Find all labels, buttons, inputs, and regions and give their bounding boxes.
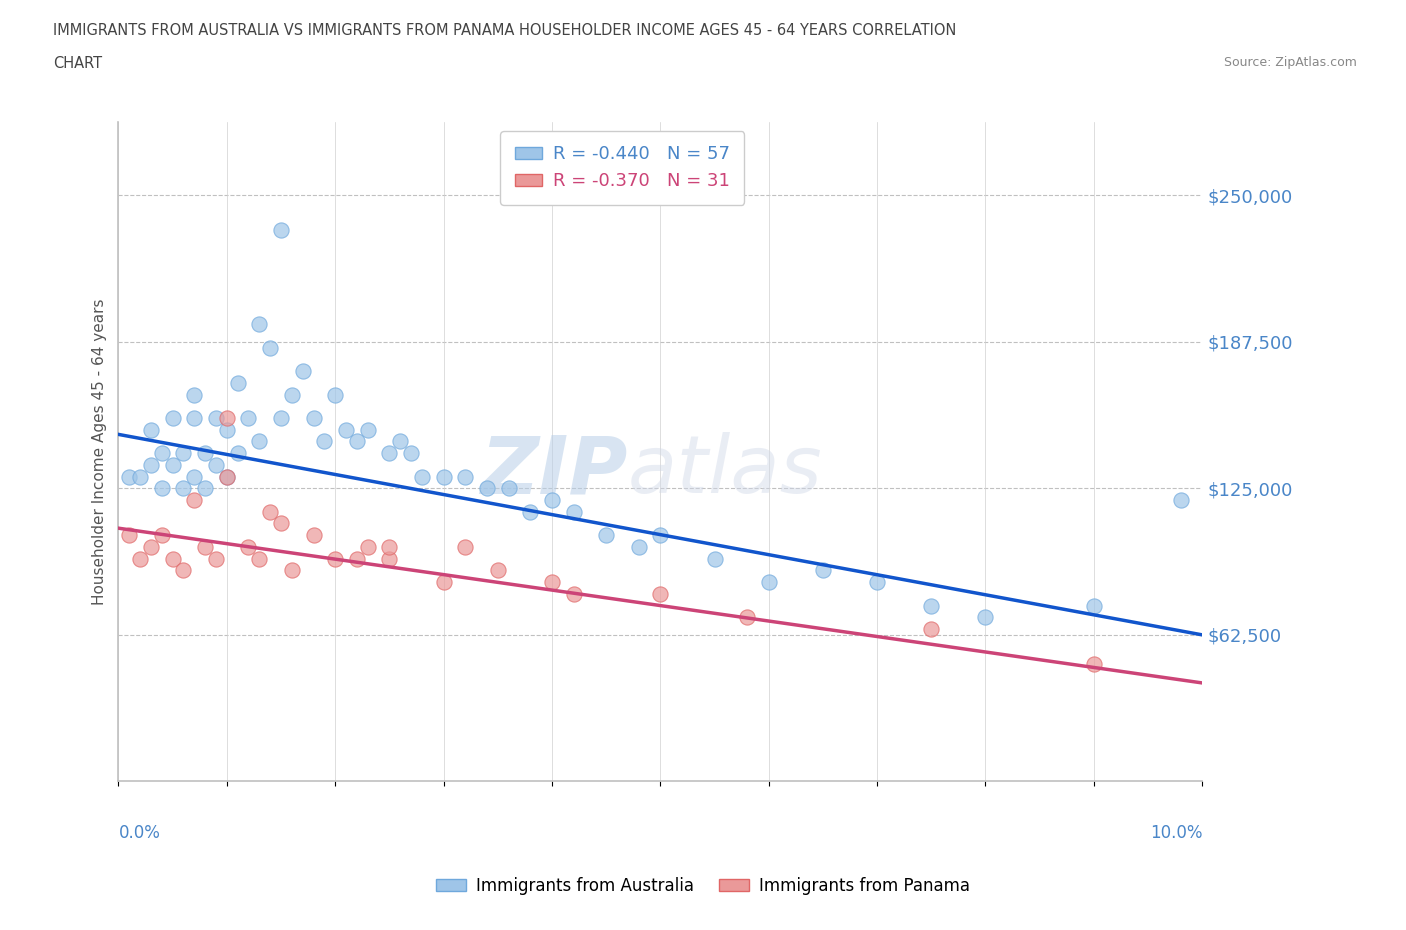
- Point: [259, 340, 281, 355]
- Point: [302, 528, 325, 543]
- Point: [205, 410, 228, 425]
- Point: [627, 539, 650, 554]
- Point: [811, 563, 834, 578]
- Point: [172, 445, 194, 460]
- Point: [650, 587, 672, 602]
- Point: [432, 575, 454, 590]
- Point: [247, 434, 270, 449]
- Point: [183, 493, 205, 508]
- Text: IMMIGRANTS FROM AUSTRALIA VS IMMIGRANTS FROM PANAMA HOUSEHOLDER INCOME AGES 45 -: IMMIGRANTS FROM AUSTRALIA VS IMMIGRANTS …: [53, 23, 957, 38]
- Legend: Immigrants from Australia, Immigrants from Panama: Immigrants from Australia, Immigrants fr…: [429, 870, 977, 901]
- Point: [357, 422, 380, 437]
- Text: Source: ZipAtlas.com: Source: ZipAtlas.com: [1223, 56, 1357, 69]
- Point: [270, 223, 292, 238]
- Point: [399, 445, 422, 460]
- Point: [498, 481, 520, 496]
- Point: [129, 469, 152, 484]
- Point: [866, 575, 889, 590]
- Point: [118, 469, 141, 484]
- Point: [920, 621, 942, 636]
- Point: [541, 493, 564, 508]
- Point: [194, 481, 217, 496]
- Point: [281, 563, 304, 578]
- Point: [323, 551, 346, 566]
- Point: [562, 504, 585, 519]
- Point: [270, 410, 292, 425]
- Point: [205, 458, 228, 472]
- Point: [281, 387, 304, 402]
- Point: [291, 364, 314, 379]
- Point: [1083, 657, 1105, 671]
- Point: [150, 445, 173, 460]
- Point: [183, 469, 205, 484]
- Text: 10.0%: 10.0%: [1150, 824, 1202, 842]
- Point: [454, 469, 477, 484]
- Point: [735, 610, 758, 625]
- Point: [162, 410, 184, 425]
- Point: [378, 551, 401, 566]
- Point: [378, 445, 401, 460]
- Point: [183, 387, 205, 402]
- Point: [346, 551, 368, 566]
- Point: [519, 504, 541, 519]
- Text: 0.0%: 0.0%: [118, 824, 160, 842]
- Point: [172, 481, 194, 496]
- Point: [162, 458, 184, 472]
- Point: [238, 410, 260, 425]
- Point: [650, 528, 672, 543]
- Point: [270, 516, 292, 531]
- Point: [562, 587, 585, 602]
- Y-axis label: Householder Income Ages 45 - 64 years: Householder Income Ages 45 - 64 years: [93, 299, 107, 604]
- Point: [194, 539, 217, 554]
- Point: [432, 469, 454, 484]
- Point: [226, 376, 249, 391]
- Point: [247, 317, 270, 332]
- Point: [118, 528, 141, 543]
- Point: [486, 563, 509, 578]
- Point: [162, 551, 184, 566]
- Point: [226, 445, 249, 460]
- Point: [378, 539, 401, 554]
- Point: [205, 551, 228, 566]
- Point: [172, 563, 194, 578]
- Point: [703, 551, 725, 566]
- Point: [247, 551, 270, 566]
- Point: [411, 469, 433, 484]
- Point: [1170, 493, 1192, 508]
- Point: [475, 481, 498, 496]
- Point: [150, 528, 173, 543]
- Point: [194, 445, 217, 460]
- Point: [215, 469, 238, 484]
- Point: [323, 387, 346, 402]
- Point: [139, 422, 162, 437]
- Point: [758, 575, 780, 590]
- Point: [595, 528, 617, 543]
- Point: [389, 434, 412, 449]
- Point: [302, 410, 325, 425]
- Text: ZIP: ZIP: [481, 432, 628, 511]
- Point: [314, 434, 336, 449]
- Point: [920, 598, 942, 613]
- Text: CHART: CHART: [53, 56, 103, 71]
- Point: [346, 434, 368, 449]
- Point: [974, 610, 997, 625]
- Point: [215, 410, 238, 425]
- Point: [215, 469, 238, 484]
- Point: [139, 539, 162, 554]
- Point: [129, 551, 152, 566]
- Point: [1083, 598, 1105, 613]
- Point: [259, 504, 281, 519]
- Text: atlas: atlas: [628, 432, 823, 511]
- Point: [541, 575, 564, 590]
- Point: [150, 481, 173, 496]
- Point: [454, 539, 477, 554]
- Point: [139, 458, 162, 472]
- Point: [215, 422, 238, 437]
- Point: [335, 422, 357, 437]
- Point: [238, 539, 260, 554]
- Point: [183, 410, 205, 425]
- Legend: R = -0.440   N = 57, R = -0.370   N = 31: R = -0.440 N = 57, R = -0.370 N = 31: [501, 131, 744, 205]
- Point: [357, 539, 380, 554]
